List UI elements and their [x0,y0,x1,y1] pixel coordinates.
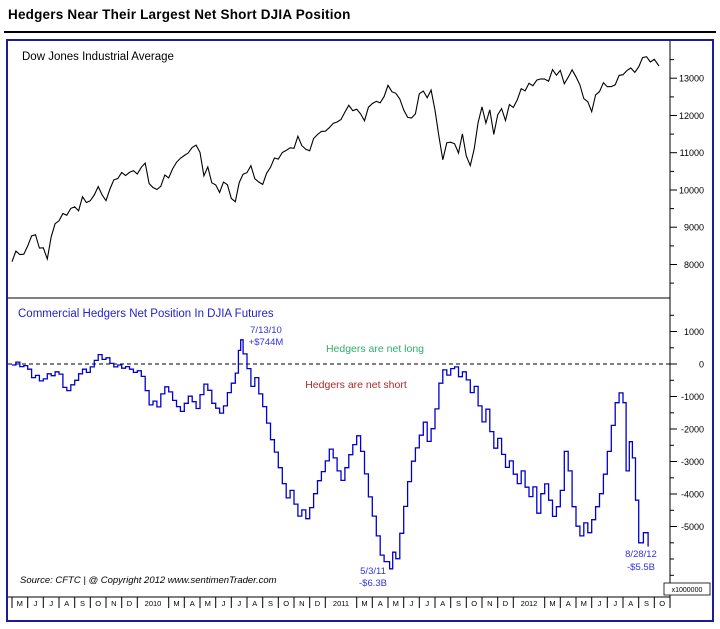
svg-text:A: A [64,599,69,608]
svg-text:11000: 11000 [680,148,704,158]
svg-text:-4000: -4000 [681,490,704,500]
figure-title: Hedgers Near Their Largest Net Short DJI… [8,7,351,22]
svg-text:2012: 2012 [521,599,538,608]
svg-text:2011: 2011 [333,599,349,608]
svg-text:J: J [598,599,602,608]
svg-text:M: M [581,599,587,608]
svg-text:A: A [378,599,383,608]
svg-text:-2000: -2000 [681,425,704,435]
svg-text:S: S [80,599,85,608]
svg-text:-5000: -5000 [681,522,704,532]
chart-canvas: 8000900010000110001200013000-5000-4000-3… [8,41,711,608]
top-panel-title: Dow Jones Industrial Average [22,51,174,63]
annotation-peak-date: 7/13/10 [250,325,282,336]
title-underline [4,31,716,33]
svg-text:1000: 1000 [684,327,704,337]
svg-text:A: A [628,599,633,608]
svg-text:J: J [222,599,226,608]
svg-text:N: N [487,599,492,608]
annotation-latest-date: 8/28/12 [625,549,657,560]
svg-text:M: M [393,599,399,608]
svg-text:A: A [440,599,445,608]
svg-text:J: J [34,599,38,608]
svg-text:M: M [361,599,367,608]
svg-text:A: A [566,599,571,608]
annotation-trough-value: -$6.3B [359,578,387,589]
svg-text:S: S [268,599,273,608]
svg-text:N: N [299,599,304,608]
svg-text:J: J [237,599,241,608]
svg-text:8000: 8000 [684,260,704,270]
axis-ticks: 8000900010000110001200013000-5000-4000-3… [11,59,704,608]
svg-text:2010: 2010 [145,599,162,608]
svg-text:J: J [410,599,414,608]
multiplier-box [663,582,711,596]
svg-text:10000: 10000 [679,186,704,196]
svg-text:M: M [205,599,211,608]
svg-text:M: M [17,599,23,608]
svg-text:D: D [315,599,321,608]
net-long-label: Hedgers are net long [326,343,424,355]
svg-text:J: J [425,599,429,608]
annotation-peak-value: +$744M [249,337,284,348]
svg-text:A: A [190,599,195,608]
svg-text:9000: 9000 [684,223,704,233]
svg-text:12000: 12000 [679,111,704,121]
svg-text:N: N [111,599,116,608]
svg-text:13000: 13000 [679,74,704,84]
bottom-panel-title: Commercial Hedgers Net Position In DJIA … [18,308,274,320]
chart-frame: 8000 9000 10000 11000 12000 13000 -5000 -4000 -3… [6,39,714,622]
svg-text:J: J [49,599,53,608]
svg-text:D: D [127,599,133,608]
svg-text:O: O [471,599,477,608]
svg-text:O: O [659,599,665,608]
svg-text:S: S [644,599,649,608]
svg-text:M: M [173,599,179,608]
svg-text:-1000: -1000 [681,392,704,402]
annotation-trough-date: 5/3/11 [360,566,386,577]
svg-text:O: O [95,599,101,608]
svg-text:O: O [283,599,289,608]
data-series-lines [11,56,660,570]
svg-text:S: S [456,599,461,608]
svg-text:-3000: -3000 [681,457,704,467]
svg-text:0: 0 [699,360,704,370]
svg-text:J: J [613,599,617,608]
svg-text:D: D [503,599,509,608]
svg-text:M: M [549,599,555,608]
annotation-latest-value: -$5.5B [627,562,655,573]
multiplier-label: x1000000 [672,587,703,594]
net-short-label: Hedgers are net short [305,379,407,391]
svg-text:A: A [252,599,257,608]
source-text: Source: CFTC | @ Copyright 2012 www.sent… [20,575,277,586]
